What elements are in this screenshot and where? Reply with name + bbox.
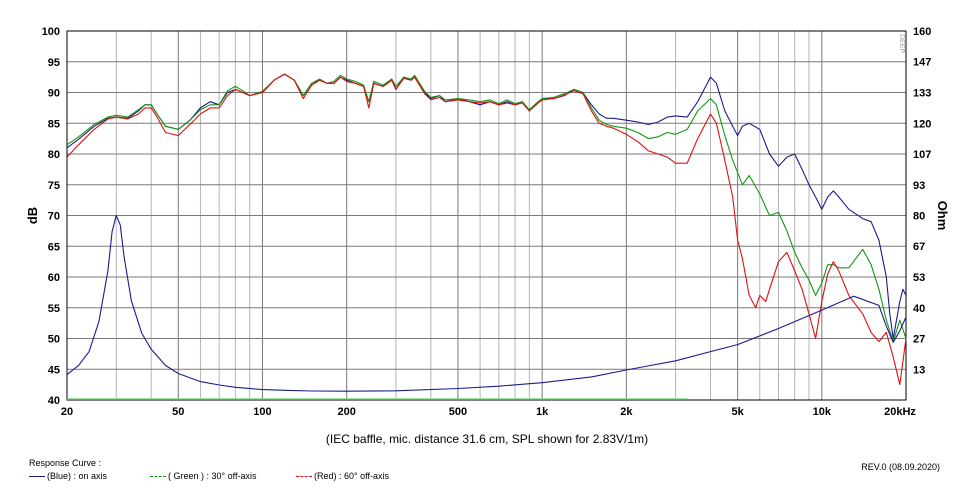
x-tick-label: 1k xyxy=(536,406,549,418)
x-tick-label: 10k xyxy=(813,406,832,418)
y-tick-label: 100 xyxy=(42,26,60,38)
x-tick-label: 100 xyxy=(253,406,271,418)
y-tick-label: 75 xyxy=(48,180,60,192)
legend-label: (Blue) : on axis xyxy=(47,471,108,481)
series-line-1 xyxy=(66,73,907,343)
legend-label: (Red) : 60° off-axis xyxy=(314,471,389,481)
revision-label: REV.0 (08.09.2020) xyxy=(861,462,940,472)
x-tick-label: 20kHz xyxy=(884,406,916,418)
y2-tick-label: 53 xyxy=(913,272,925,284)
x-tick-label: 200 xyxy=(337,406,355,418)
y2-tick-label: 120 xyxy=(913,118,931,130)
y2-tick-label: 13 xyxy=(913,364,925,376)
x-tick-label: 5k xyxy=(731,406,744,418)
legend-item: ( Green ) : 30° off-axis xyxy=(150,471,256,481)
y-tick-label: 60 xyxy=(48,272,60,284)
x-tick-label: 500 xyxy=(449,406,467,418)
y-tick-label: 55 xyxy=(48,303,60,315)
y-tick-label: 70 xyxy=(48,211,60,223)
y-axis-label: dB xyxy=(25,207,40,224)
legend-label: ( Green ) : 30° off-axis xyxy=(168,471,257,481)
impedance-line xyxy=(66,214,907,392)
y2-tick-label: 80 xyxy=(913,211,925,223)
legend-item: (Red) : 60° off-axis xyxy=(296,471,389,481)
y-tick-label: 50 xyxy=(48,334,60,346)
y2-tick-label: 67 xyxy=(913,241,925,253)
y2-tick-label: 93 xyxy=(913,180,925,192)
y2-tick-label: 133 xyxy=(913,88,931,100)
y2-tick-label: 107 xyxy=(913,149,931,161)
y-tick-label: 85 xyxy=(48,118,60,130)
y2-tick-label: 160 xyxy=(913,26,931,38)
legend-item: (Blue) : on axis xyxy=(29,471,107,481)
series-layer xyxy=(66,73,907,400)
tick-labels: 40 45 50 55 60 65 70 75 80 85 90 95 100 13 27 40 53 67 80 9… xyxy=(42,26,932,418)
legend-swatch xyxy=(150,475,166,477)
x-tick-label: 2k xyxy=(620,406,633,418)
y2-axis-label: Ohm xyxy=(935,201,950,231)
y-tick-label: 40 xyxy=(48,395,60,407)
x-tick-label: 50 xyxy=(172,406,184,418)
y2-tick-label: 40 xyxy=(913,303,925,315)
corner-tag: DEEP xyxy=(898,34,905,53)
x-tick-label: 20 xyxy=(61,406,73,418)
y-tick-label: 45 xyxy=(48,364,60,376)
y-tick-label: 95 xyxy=(48,57,60,69)
y-tick-label: 65 xyxy=(48,241,60,253)
y-tick-label: 80 xyxy=(48,149,60,161)
legend-swatch xyxy=(29,475,45,477)
grid-major xyxy=(67,31,906,400)
y2-tick-label: 27 xyxy=(913,333,925,345)
y2-tick-label: 147 xyxy=(913,57,931,69)
series-line-0 xyxy=(66,73,907,340)
legend-swatch xyxy=(296,475,312,477)
series-line-2 xyxy=(66,73,907,386)
y-tick-label: 90 xyxy=(48,88,60,100)
plot-frame xyxy=(66,30,907,401)
legend-title: Response Curve : xyxy=(29,458,102,468)
chart-caption: (IEC baffle, mic. distance 31.6 cm, SPL … xyxy=(325,432,649,446)
